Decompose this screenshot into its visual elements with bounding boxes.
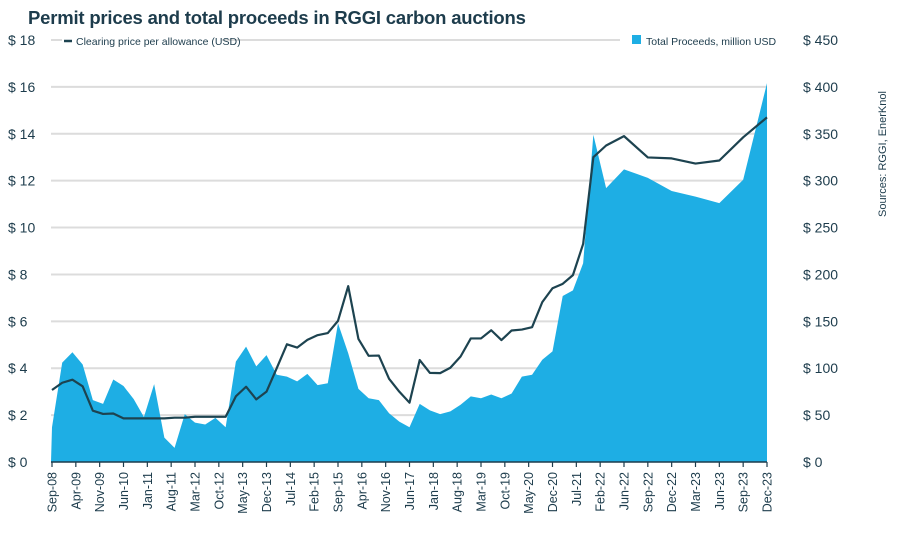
y-right-ticks: $ 0 $ 50 $ 100 $ 150 $ 200 $ 250 $ 300 $ 350 $ 4… [803,32,838,470]
x-tick-label: Aug-11 [165,472,179,511]
y-right-tick: $ 450 [803,32,838,48]
y-right-tick: $ 200 [803,266,838,282]
y-right-tick: $ 250 [803,220,838,236]
y-right-tick: $ 100 [803,360,838,376]
y-left-tick: $ 2 [8,407,28,423]
y-left-tick: $ 14 [8,126,35,142]
y-left-tick: $ 8 [8,266,28,282]
x-tick-label: Nov-16 [379,472,393,512]
x-tick-label: Jun-17 [403,472,417,510]
x-tick-label: Mar-19 [475,472,489,512]
source-note: Sources: RGGI, EnerKnol [877,91,889,217]
y-left-tick: $ 16 [8,79,35,95]
x-tick-label: May-13 [236,472,250,514]
y-right-tick: $ 50 [803,407,830,423]
y-left-tick: $ 10 [8,220,35,236]
x-tick-label: Dec-22 [665,472,679,512]
x-tick-label: Sep-23 [737,472,751,512]
x-tick-label: May-20 [522,472,536,514]
y-right-tick: $ 300 [803,173,838,189]
y-left-tick: $ 0 [8,454,28,470]
legend-area-icon [632,35,641,44]
legend-price: Clearing price per allowance (USD) [76,36,241,48]
y-right-tick: $ 0 [803,454,823,470]
x-tick-label: Dec-23 [761,472,775,512]
x-tick-label: Sep-08 [46,472,60,512]
legend: Clearing price per allowance (USD) Total… [62,33,777,48]
y-left-tick: $ 4 [8,360,28,376]
x-tick-label: Apr-16 [355,472,369,510]
y-right-tick: $ 150 [803,313,838,329]
y-left-ticks: $ 0 $ 2 $ 4 $ 6 $ 8 $ 10 $ 12 $ 14 $ 16 $ 18 [8,32,35,470]
x-tick-label: Dec-13 [260,472,274,512]
x-tick-label: Jul-14 [284,472,298,506]
x-tick-label: Jul-21 [570,472,584,506]
x-tick-label: Jun-10 [117,472,131,510]
x-tick-label: Nov-09 [93,472,107,512]
x-tick-label: Aug-18 [451,472,465,512]
y-right-tick: $ 400 [803,79,838,95]
x-tick-label: Jan-18 [427,472,441,510]
x-tick-label: Jun-23 [713,472,727,510]
x-tick-label: Oct-19 [498,472,512,510]
x-tick-label: Jun-22 [618,472,632,510]
x-tick-label: Sep-22 [641,472,655,512]
x-ticks: Sep-08 Apr-09 Nov-09 Jun-10 Jan-11 Aug-11 Mar-… [46,462,775,514]
x-tick-label: Mar-12 [189,472,203,512]
x-tick-label: Mar-23 [689,472,703,512]
y-right-tick: $ 350 [803,126,838,142]
chart-title: Permit prices and total proceeds in RGGI… [28,7,526,28]
proceeds-area [51,83,767,462]
x-tick-label: Jan-11 [141,472,155,509]
x-tick-label: Sep-15 [332,472,346,512]
y-left-tick: $ 6 [8,313,28,329]
x-tick-label: Feb-22 [594,472,608,512]
x-tick-label: Dec-20 [546,472,560,512]
legend-proceeds: Total Proceeds, million USD [646,36,777,48]
x-tick-label: Oct-12 [212,472,226,510]
y-left-tick: $ 18 [8,32,35,48]
price-line [51,116,768,420]
y-left-tick: $ 12 [8,173,35,189]
x-tick-label: Apr-09 [69,472,83,510]
x-tick-label: Feb-15 [308,472,322,512]
